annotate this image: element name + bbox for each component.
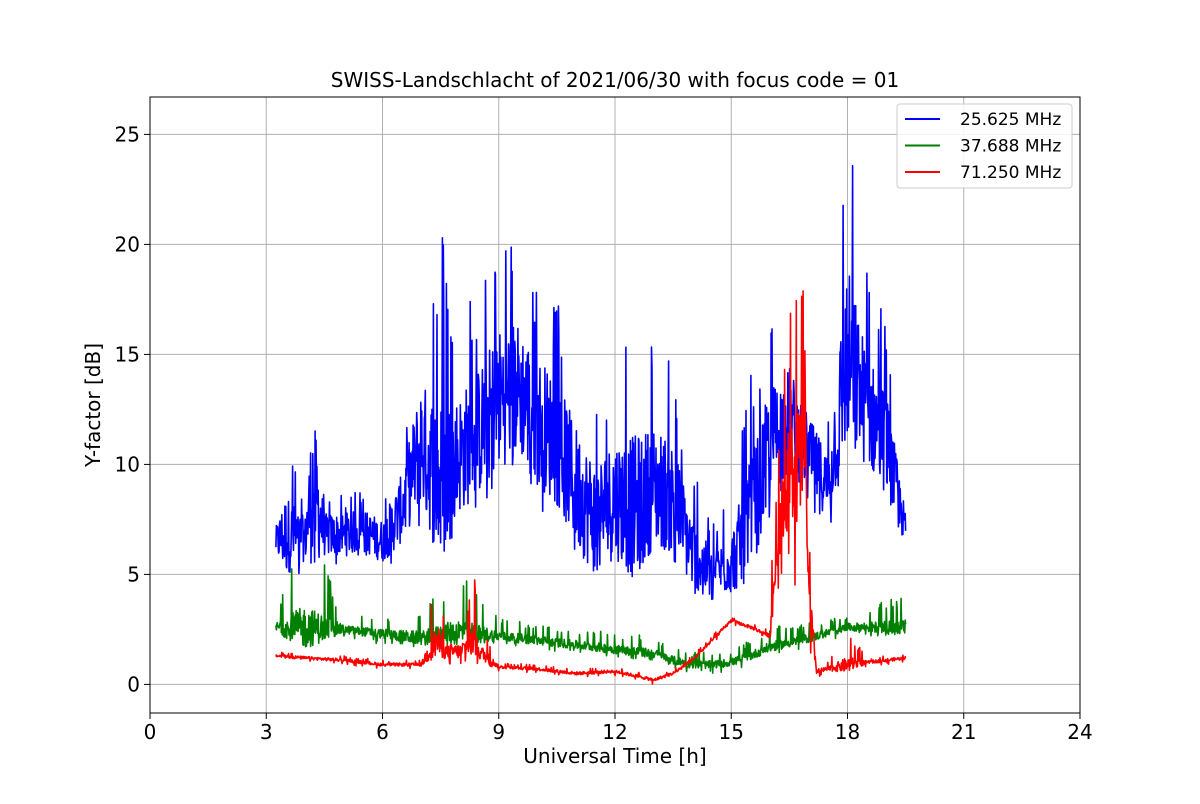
series-25-625-mhz <box>275 164 907 600</box>
y-tick-label: 5 <box>127 562 140 586</box>
legend-box <box>896 103 1073 189</box>
x-tick-label: 3 <box>260 720 273 744</box>
y-tick-label: 20 <box>115 232 140 256</box>
grid-layer <box>149 97 1081 713</box>
x-tick-label: 12 <box>602 720 627 744</box>
x-tick-label: 0 <box>144 720 157 744</box>
x-tick-label: 15 <box>719 720 744 744</box>
x-axis: 0 3 6 9 12 15 18 21 24 <box>144 713 1093 744</box>
series-37-688-mhz <box>275 564 907 674</box>
y-axis: 0 5 10 15 20 25 <box>115 122 150 696</box>
series-line <box>275 164 907 600</box>
y-tick-label: 10 <box>115 452 140 476</box>
series-layer <box>275 164 907 685</box>
y-tick-label: 25 <box>115 122 140 146</box>
legend: 25.625 MHz 37.688 MHz 71.250 MHz <box>896 103 1073 189</box>
y-tick-label: 15 <box>115 342 140 366</box>
y-axis-label: Y-factor [dB] <box>81 343 105 468</box>
x-tick-label: 24 <box>1067 720 1092 744</box>
y-tick-label: 0 <box>127 672 140 696</box>
series-71-250-mhz <box>275 290 907 685</box>
x-tick-label: 9 <box>492 720 505 744</box>
legend-label: 37.688 MHz <box>960 137 1061 157</box>
legend-label: 25.625 MHz <box>960 110 1061 130</box>
chart-title: SWISS-Landschlacht of 2021/06/30 with fo… <box>331 68 899 92</box>
x-tick-label: 21 <box>951 720 976 744</box>
series-line <box>275 564 907 674</box>
plot-area <box>275 164 907 685</box>
x-tick-label: 18 <box>835 720 860 744</box>
x-tick-label: 6 <box>376 720 389 744</box>
x-axis-label: Universal Time [h] <box>523 744 706 768</box>
legend-label: 71.250 MHz <box>960 163 1061 183</box>
series-line <box>275 290 907 685</box>
